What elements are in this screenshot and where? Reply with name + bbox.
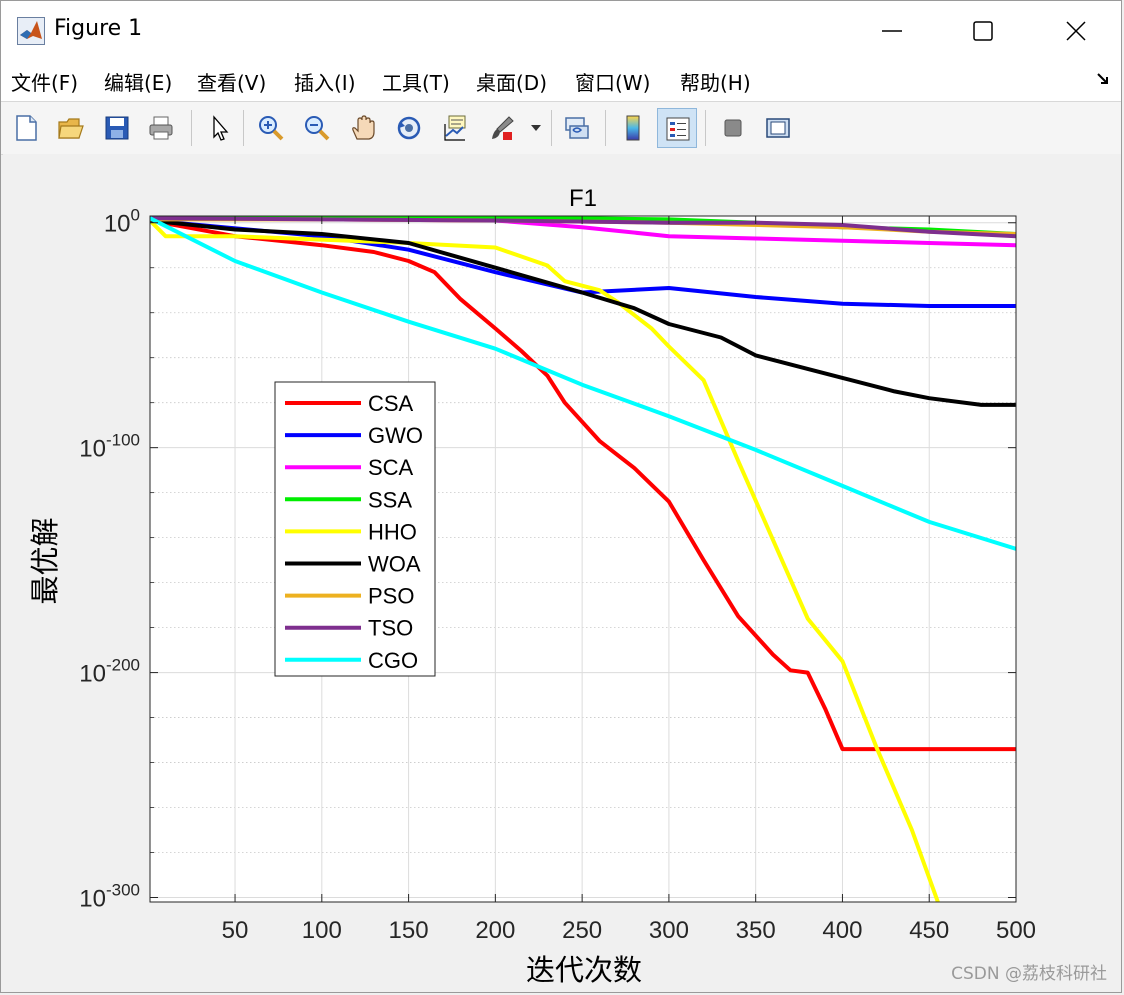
series-line-tso [150,216,1016,239]
menu-window[interactable]: 窗口(W) [575,71,651,95]
toolbar-separator [605,110,606,146]
legend-label-csa: CSA [368,391,414,416]
show-plot-tools-icon [766,118,790,138]
open-file-button[interactable] [51,108,91,148]
x-tick-label: 50 [222,917,249,944]
window-title: Figure 1 [54,16,143,41]
brush-icon [492,116,514,140]
y-tick-label: 100 [104,206,140,238]
data-cursor-button[interactable] [435,108,475,148]
chart-title: F1 [569,185,597,212]
hide-plot-tools-button[interactable] [713,108,753,148]
menu-tools[interactable]: 工具(T) [382,71,450,95]
print-button[interactable] [141,108,181,148]
legend-label-pso: PSO [368,584,414,609]
rotate-3d-button[interactable] [389,108,429,148]
link-plot-button[interactable] [557,108,597,148]
x-tick-label: 500 [996,917,1036,944]
open-folder-icon [58,118,84,139]
watermark: CSDN @荔枝科研社 [951,964,1107,984]
menu-desktop[interactable]: 桌面(D) [476,71,548,95]
brush-button[interactable] [481,108,521,148]
series-line-csa [150,218,1016,752]
menu-view[interactable]: 查看(V) [197,71,267,95]
legend-label-woa: WOA [368,552,421,577]
edit-plot-button[interactable] [199,108,239,148]
save-button[interactable] [97,108,137,148]
rotate-3d-icon [397,116,421,140]
toolbar-separator [243,110,244,146]
x-tick-label: 250 [562,917,602,944]
legend-label-ssa: SSA [368,487,412,512]
new-figure-button[interactable] [6,108,46,148]
tick-labels: 50 100 150 200 250 300 350 400 450 500 100 10-100 10… [79,206,1036,944]
pointer-icon [213,115,229,141]
pan-hand-icon [352,115,375,140]
title-bar: Figure 1 [1,1,1121,59]
show-plot-tools-button[interactable] [758,108,798,148]
new-figure-icon [16,115,37,141]
figure-toolbar [1,101,1121,155]
pan-button[interactable] [343,108,383,148]
axes-box [149,215,1017,903]
toolbar-separator [191,110,192,146]
legend-label-hho: HHO [368,519,417,544]
tick-marks [150,216,1017,902]
insert-legend-button[interactable] [657,108,697,148]
legend-label-cgo: CGO [368,648,418,673]
insert-colorbar-button[interactable] [613,108,653,148]
legend-label-tso: TSO [368,616,413,641]
x-tick-label: 300 [649,917,689,944]
zoom-out-button[interactable] [297,108,337,148]
x-tick-label: 150 [389,917,429,944]
brush-dropdown-icon [531,125,541,131]
save-icon [105,116,129,140]
x-tick-label: 350 [736,917,776,944]
x-tick-label: 200 [475,917,515,944]
close-button[interactable] [1031,1,1121,59]
x-axis-label: 迭代次数 [526,953,642,987]
legend[interactable]: CSA GWO SCA SSA HHO WOA PSO TSO CGO [274,381,436,677]
dock-arrow-icon[interactable] [1095,71,1111,87]
y-axis-label: 最优解 [28,517,62,604]
toolbar-separator [551,110,552,146]
figure-canvas: 50 100 150 200 250 300 350 400 450 500 100 10-100 10… [3,154,1121,992]
print-icon [149,116,173,140]
x-tick-label: 450 [909,917,949,944]
link-plot-icon [565,117,589,139]
close-icon [1066,21,1086,41]
colorbar-icon [626,115,640,141]
menu-file[interactable]: 文件(F) [11,71,79,95]
y-tick-label: 10-200 [79,656,140,688]
zoom-out-icon [305,116,330,141]
maximize-icon [973,21,993,41]
legend-label-sca: SCA [368,455,414,480]
x-tick-label: 400 [822,917,862,944]
brush-dropdown-button[interactable] [527,108,547,148]
minimize-icon [882,30,902,32]
menu-insert[interactable]: 插入(I) [294,71,356,95]
legend-icon [666,117,690,141]
minimize-button[interactable] [847,1,937,59]
zoom-in-icon [259,116,284,141]
maximize-button[interactable] [938,1,1028,59]
zoom-in-button[interactable] [251,108,291,148]
menu-help[interactable]: 帮助(H) [680,71,751,95]
plot-svg[interactable]: 50 100 150 200 250 300 350 400 450 500 100 10-100 10… [3,154,1121,992]
legend-label-gwo: GWO [368,423,423,448]
data-cursor-icon [444,115,466,141]
series-line-cgo [150,216,1016,551]
menu-edit[interactable]: 编辑(E) [104,71,173,95]
x-tick-label: 100 [302,917,342,944]
y-tick-label: 10-300 [79,881,140,913]
hide-plot-tools-icon [724,119,742,137]
series-line-woa [150,218,1016,407]
y-tick-label: 10-100 [79,431,140,463]
matlab-logo-icon [17,17,45,45]
toolbar-separator [705,110,706,146]
menu-bar: 文件(F) 编辑(E) 查看(V) 插入(I) 工具(T) 桌面(D) 窗口(W… [1,59,1121,101]
